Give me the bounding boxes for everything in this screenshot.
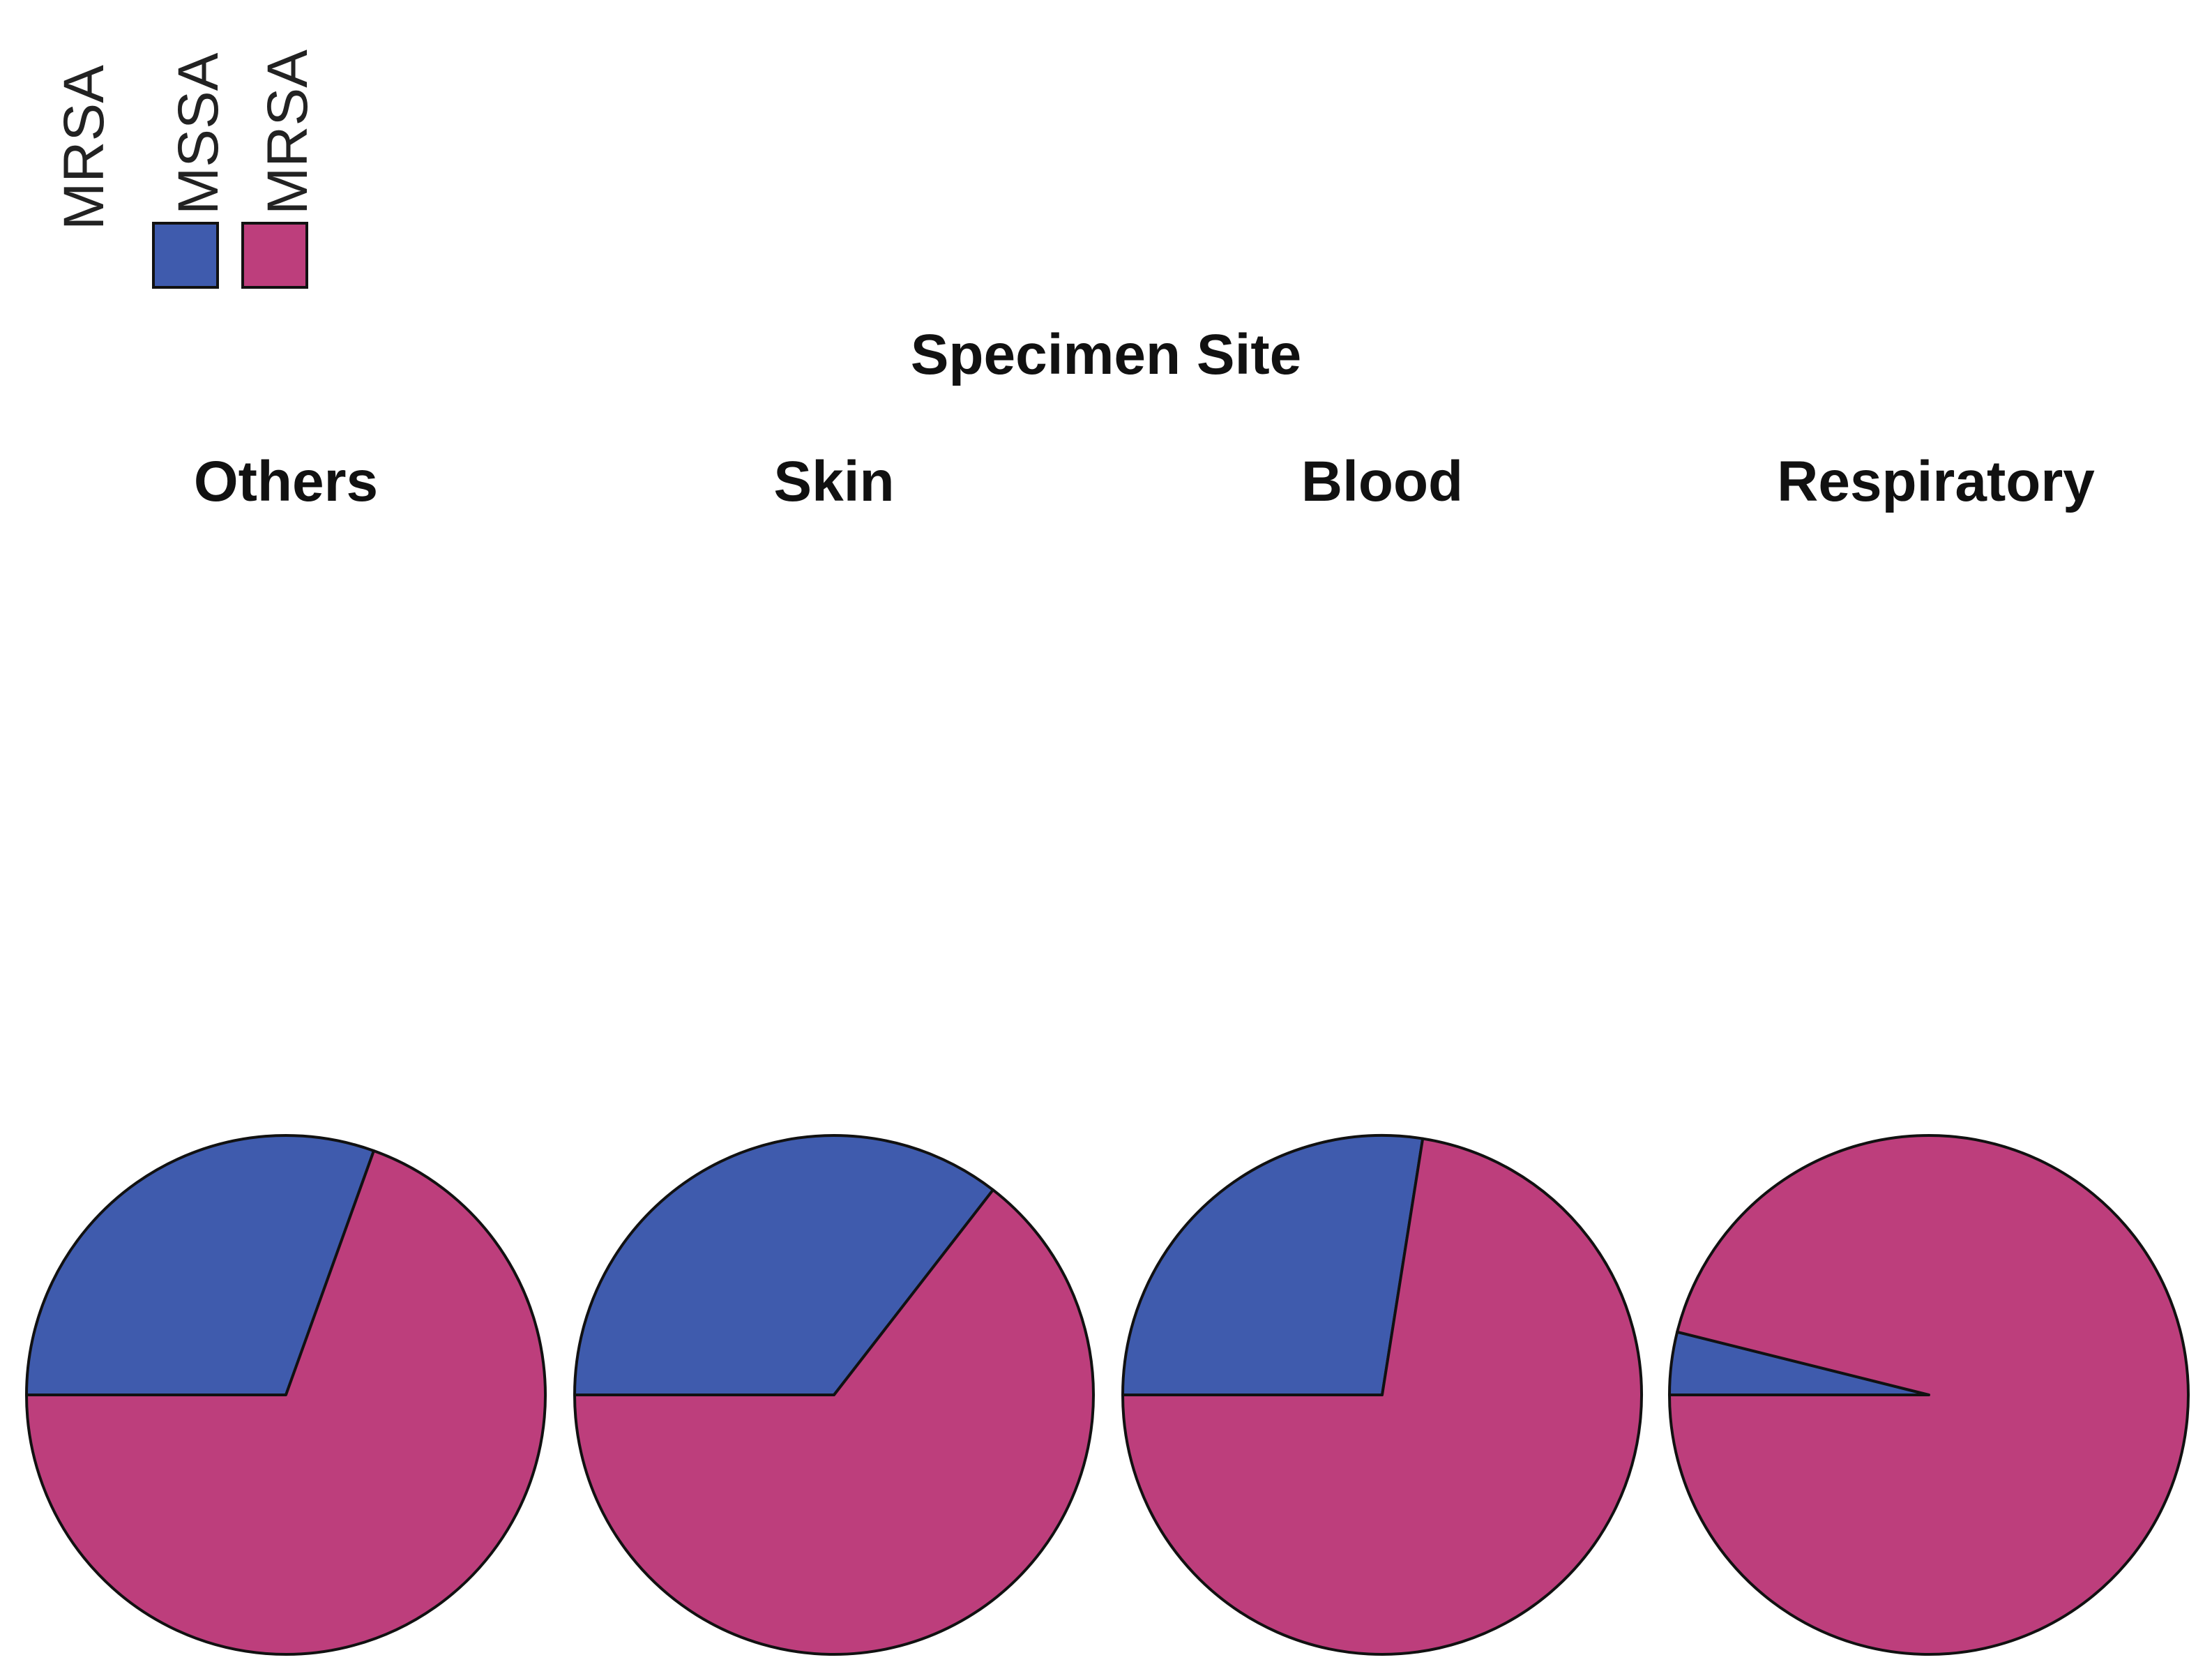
panel-title-skin: Skin [773,450,894,513]
legend: MRSA MSSA MRSA [52,50,319,289]
panel-title-others: Others [194,450,378,513]
pie-panel-skin: Skin [573,450,1095,1656]
pie-slice-skin-mrsa [573,1188,1095,1656]
pie-slice-others-mrsa [25,1149,547,1656]
panel-title-blood: Blood [1301,450,1463,513]
legend-label-mrsa: MRSA [256,50,319,215]
chart-title: Specimen Site [911,323,1302,386]
legend-swatch-mssa [152,222,219,289]
pie-slice-others-mssa [25,1134,376,1396]
pie-panel-blood: Blood [1121,450,1643,1656]
legend-label-mssa: MSSA [167,52,230,215]
pie-slice-respiratory-mrsa [1668,1134,2190,1656]
pie-panel-others: Others [25,450,547,1656]
pie-slice-blood-mrsa [1121,1137,1643,1656]
panel-title-respiratory: Respiratory [1777,450,2095,513]
legend-swatch-mrsa [241,222,308,289]
pie-slice-skin-mssa [573,1134,994,1396]
pie-slice-blood-mssa [1121,1134,1425,1396]
pie-panel-respiratory: Respiratory [1668,450,2190,1656]
legend-title: MRSA [52,65,116,230]
pie-panels: Others Skin Blood Respiratory [25,450,2190,1656]
